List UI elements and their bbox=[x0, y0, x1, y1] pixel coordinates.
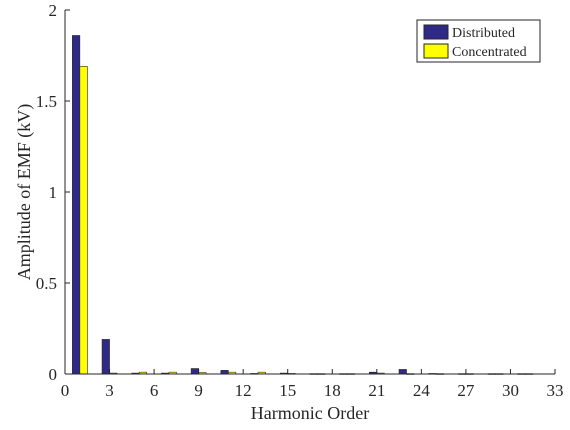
axes-layer bbox=[64, 10, 555, 375]
y-tick-label: 2 bbox=[49, 1, 58, 20]
x-tick-label: 9 bbox=[194, 381, 203, 400]
bar-distributed-h9 bbox=[190, 368, 199, 375]
bar-distributed-h11 bbox=[220, 370, 229, 375]
x-tick-label: 15 bbox=[279, 381, 296, 400]
bar-concentrated-h1 bbox=[79, 66, 88, 375]
x-axis-label: Harmonic Order bbox=[251, 403, 369, 423]
x-tick-label: 18 bbox=[324, 381, 341, 400]
bar-distributed-h1 bbox=[72, 35, 81, 375]
bar-distributed-h23 bbox=[398, 369, 407, 375]
y-axis-label: Amplitude of EMF (kV) bbox=[14, 104, 35, 280]
x-ticks: 0 3 6 9 12 15 18 21 24 27 30 33 bbox=[61, 369, 564, 400]
bars-layer bbox=[72, 35, 534, 375]
x-tick-label: 30 bbox=[502, 381, 519, 400]
legend-swatch-concentrated bbox=[423, 43, 449, 59]
y-tick-label: 0.5 bbox=[36, 274, 57, 293]
x-tick-label: 12 bbox=[235, 381, 252, 400]
y-tick-label: 1 bbox=[49, 183, 58, 202]
x-tick-label: 0 bbox=[61, 381, 70, 400]
y-ticks: 0 0.5 1 1.5 2 bbox=[36, 1, 70, 384]
y-tick-label: 1.5 bbox=[36, 92, 57, 111]
x-tick-label: 3 bbox=[105, 381, 114, 400]
bar-distributed-h3 bbox=[101, 339, 110, 375]
x-tick-label: 24 bbox=[413, 381, 431, 400]
x-tick-label: 6 bbox=[150, 381, 159, 400]
x-tick-label: 27 bbox=[457, 381, 475, 400]
legend: Distributed Concentrated bbox=[416, 19, 541, 63]
legend-label-distributed: Distributed bbox=[452, 26, 515, 41]
legend-swatch-distributed bbox=[423, 24, 449, 40]
x-tick-label: 33 bbox=[547, 381, 564, 400]
legend-label-concentrated: Concentrated bbox=[452, 45, 527, 60]
y-tick-label: 0 bbox=[49, 365, 58, 384]
x-tick-label: 21 bbox=[368, 381, 385, 400]
